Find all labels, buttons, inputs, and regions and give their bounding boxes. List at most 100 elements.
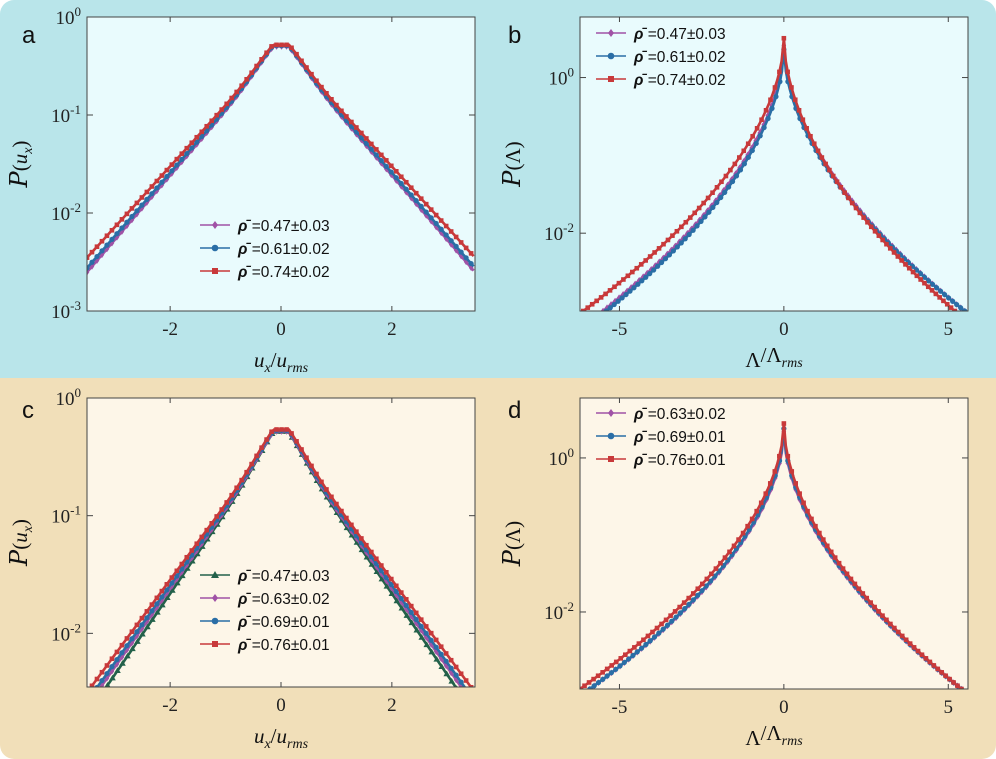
data-point [154,185,160,191]
data-point [695,592,701,598]
x-tick-label: -5 [612,697,628,718]
data-point [453,246,459,254]
data-point [438,663,446,669]
data-point [612,284,617,290]
y-tick-label: 100 [56,4,82,29]
data-point [438,226,444,232]
data-point [772,85,778,90]
data-point [468,684,474,687]
data-point [144,615,150,621]
data-point [124,219,130,225]
data-point [433,656,441,662]
data-point [349,522,354,528]
data-point [834,179,840,185]
data-point [616,280,622,286]
data-point [595,679,602,686]
data-point [609,663,615,668]
x-tick-label: 5 [944,697,954,718]
data-point [958,305,964,311]
data-point [359,536,364,541]
data-point [209,521,215,526]
data-point [199,133,205,140]
data-point [363,140,369,147]
legend-swatch-marker [212,221,218,229]
data-point [109,656,115,662]
data-point [349,119,354,125]
data-point [393,175,399,181]
data-point [149,616,156,622]
data-point [383,583,391,589]
data-point [443,232,449,238]
data-point [887,246,893,251]
data-point [129,645,136,652]
data-point [895,629,901,635]
data-point [299,447,304,452]
data-point [433,648,439,655]
data-point [109,236,115,243]
data-point [789,469,795,474]
data-point [458,240,464,245]
data-point [865,219,870,225]
data-point [690,591,696,596]
data-point [702,214,708,220]
x-tick-label: 2 [387,319,397,340]
data-point [259,445,264,450]
x-tick-label: -2 [162,695,178,716]
data-point [104,682,111,687]
data-point [408,185,414,191]
data-point [860,591,866,596]
data-point [647,638,653,644]
data-point [634,265,640,271]
data-point [438,229,444,237]
data-point [647,254,653,259]
axes-frame-d [579,397,969,690]
data-point [144,196,150,202]
data-point [732,161,738,167]
data-point [324,487,329,492]
data-point [673,614,679,620]
data-point [339,108,344,114]
data-point [224,101,229,107]
data-point [604,673,610,679]
data-point [876,609,881,614]
data-point [655,263,661,269]
data-point [423,634,429,641]
data-point [369,141,374,147]
data-point [623,652,628,658]
data-point [864,595,870,601]
data-point [635,281,641,287]
data-point [823,161,828,167]
data-point [948,305,954,310]
data-point [239,83,244,89]
data-point [149,193,155,201]
data-point [687,215,693,220]
data-point [630,652,636,658]
data-point [950,298,956,304]
data-point [423,630,429,636]
data-point [792,97,798,103]
data-point [458,683,464,687]
data-point [154,595,160,601]
data-point [428,648,436,655]
legend-entry-a-2: ρ̄ =0.74±0.02 [237,264,330,281]
data-point [763,107,769,113]
data-point [139,615,145,621]
data-point [777,79,783,85]
data-point [214,112,220,118]
data-point [209,118,215,124]
data-point [647,271,653,277]
data-point [636,641,642,646]
data-point [179,561,185,567]
data-point [443,651,449,656]
data-point [403,186,409,192]
data-point [741,148,747,154]
y-axis-label-d: P(Λ) [498,521,526,567]
data-point [468,251,474,256]
data-point [428,217,434,225]
data-point [852,581,858,587]
legend-entry-d-0: ρ̄ =0.63±0.02 [633,406,726,423]
panel-label-b: b [508,22,521,49]
data-point [458,679,464,685]
data-point [433,220,439,227]
